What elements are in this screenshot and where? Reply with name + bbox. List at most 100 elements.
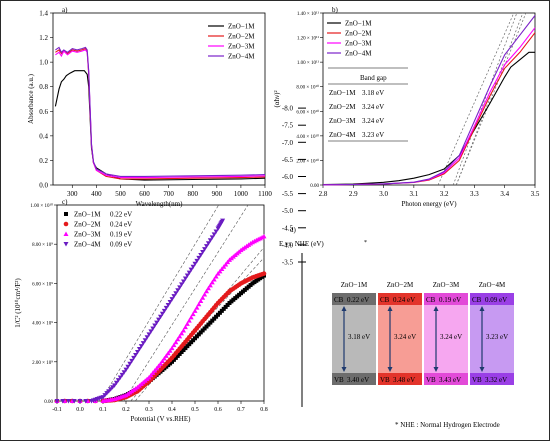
vb-label: VB — [426, 376, 436, 384]
data-point — [173, 339, 179, 345]
data-point — [181, 279, 186, 284]
x-tick-label: 400 — [91, 190, 102, 198]
legend-label: ZnO−3M — [345, 40, 372, 48]
table-cell: 3.24 eV — [362, 103, 384, 111]
data-point — [63, 221, 69, 227]
data-point — [112, 383, 117, 388]
plot-frame — [56, 204, 265, 402]
band-body — [332, 293, 376, 385]
series-line — [322, 15, 536, 186]
data-point — [211, 276, 217, 282]
data-point — [196, 255, 202, 261]
data-point — [207, 282, 213, 288]
x-tick-label: 0.3 — [145, 407, 153, 413]
data-point — [173, 291, 179, 296]
data-point — [215, 271, 221, 276]
plot-frame — [52, 12, 266, 186]
data-point — [152, 323, 158, 329]
data-point — [209, 235, 215, 240]
data-point — [190, 264, 196, 270]
data-point — [205, 285, 211, 291]
y-tick-label: 6.00 × 10¹⁰ — [296, 109, 319, 115]
data-point — [165, 302, 171, 308]
data-point — [196, 301, 202, 307]
data-point — [167, 348, 173, 353]
data-point — [175, 336, 181, 342]
x-tick-label: 0.4 — [168, 407, 176, 413]
data-point — [154, 320, 160, 326]
x-tick-label: 0.7 — [237, 407, 245, 413]
x-tick-label: 3.4 — [500, 190, 509, 198]
legend-label: ZnO−1M — [345, 20, 372, 28]
data-point — [192, 308, 198, 313]
y-tick-label: 0.6 — [39, 108, 48, 116]
sample-name: ZnO−2M — [387, 281, 414, 289]
legend-label: ZnO−3M — [228, 43, 255, 51]
tangent-line — [437, 12, 515, 186]
data-point — [121, 370, 127, 375]
data-point — [169, 345, 175, 351]
fit-line — [123, 204, 249, 402]
x-tick-label: 3.3 — [470, 190, 479, 198]
x-tick-label: -0.1 — [52, 407, 62, 413]
data-point — [177, 285, 183, 290]
table-cell: 3.23 eV — [362, 131, 384, 139]
data-point — [202, 247, 208, 252]
tangent-line — [455, 12, 524, 186]
energy-tick-label: -7.0 — [282, 139, 294, 147]
gap-value: 3.23 eV — [486, 333, 508, 341]
data-point — [184, 321, 190, 326]
cb-value: 0.22 eV — [347, 296, 369, 304]
data-point — [171, 342, 177, 348]
x-tick-label: 0.5 — [191, 407, 199, 413]
panel-label: d) — [290, 226, 297, 234]
data-point — [213, 229, 219, 234]
legend-value: 0.24 eV — [110, 221, 132, 229]
data-point — [200, 250, 206, 255]
y-tick-label: 2.00 × 10⁹ — [32, 360, 53, 366]
tangent-line — [455, 12, 527, 186]
footnote: * NHE : Normal Hydrogen Electrode — [395, 421, 500, 429]
legend-label: ZnO−3M — [74, 231, 101, 239]
data-point — [261, 271, 267, 276]
cb-value: 0.24 eV — [393, 296, 415, 304]
data-point — [261, 233, 267, 239]
data-point — [220, 218, 226, 224]
x-tick-label: 1100 — [258, 190, 272, 198]
x-tick-label: 300 — [67, 190, 78, 198]
y-tick-label: 8.00 × 10¹⁰ — [296, 85, 319, 91]
energy-tick-label: -3.5 — [282, 259, 294, 267]
y-tick-label: 4.00 × 10¹⁰ — [296, 134, 319, 140]
gap-arrowhead — [479, 306, 485, 311]
gap-arrowhead — [341, 306, 347, 311]
x-tick-label: 900 — [212, 190, 223, 198]
x-tick-label: 3.0 — [379, 190, 388, 198]
fit-line — [100, 204, 219, 402]
data-point — [77, 399, 83, 404]
energy-tick-label: -4.5 — [282, 224, 294, 232]
y-tick-label: 0.00 — [310, 184, 319, 189]
plot-frame — [322, 12, 536, 186]
data-point — [154, 365, 160, 371]
table-cell: 3.18 eV — [362, 89, 384, 97]
x-axis-label: Photon energy (eV) — [401, 200, 457, 208]
x-tick-label: 800 — [187, 190, 198, 198]
data-point — [205, 241, 211, 246]
data-point — [207, 238, 213, 243]
legend-label: ZnO−2M — [228, 33, 255, 41]
x-tick-label: 3.2 — [440, 190, 449, 198]
y-tick-label: 0.2 — [39, 157, 48, 165]
panel-b: b) 0.00 2.00 × 10¹⁰ 4.00 × 10¹⁰ 6.00 × 10¹⁰ 8… — [273, 6, 540, 208]
energy-tick-label: -6.0 — [282, 173, 294, 181]
y-tick-label: 1.0 — [39, 59, 48, 67]
data-point — [54, 399, 60, 404]
gap-value: 3.24 eV — [440, 333, 462, 341]
data-point — [169, 297, 175, 302]
y-axis-label: Absorbance (a.u.) — [27, 73, 35, 124]
x-tick-label: 2.9 — [349, 190, 358, 198]
vb-value: 3.32 eV — [485, 376, 507, 384]
cb-label: CB — [334, 296, 344, 304]
energy-tick-label: -6.5 — [282, 156, 294, 164]
data-point — [202, 292, 208, 297]
data-point — [209, 279, 215, 285]
